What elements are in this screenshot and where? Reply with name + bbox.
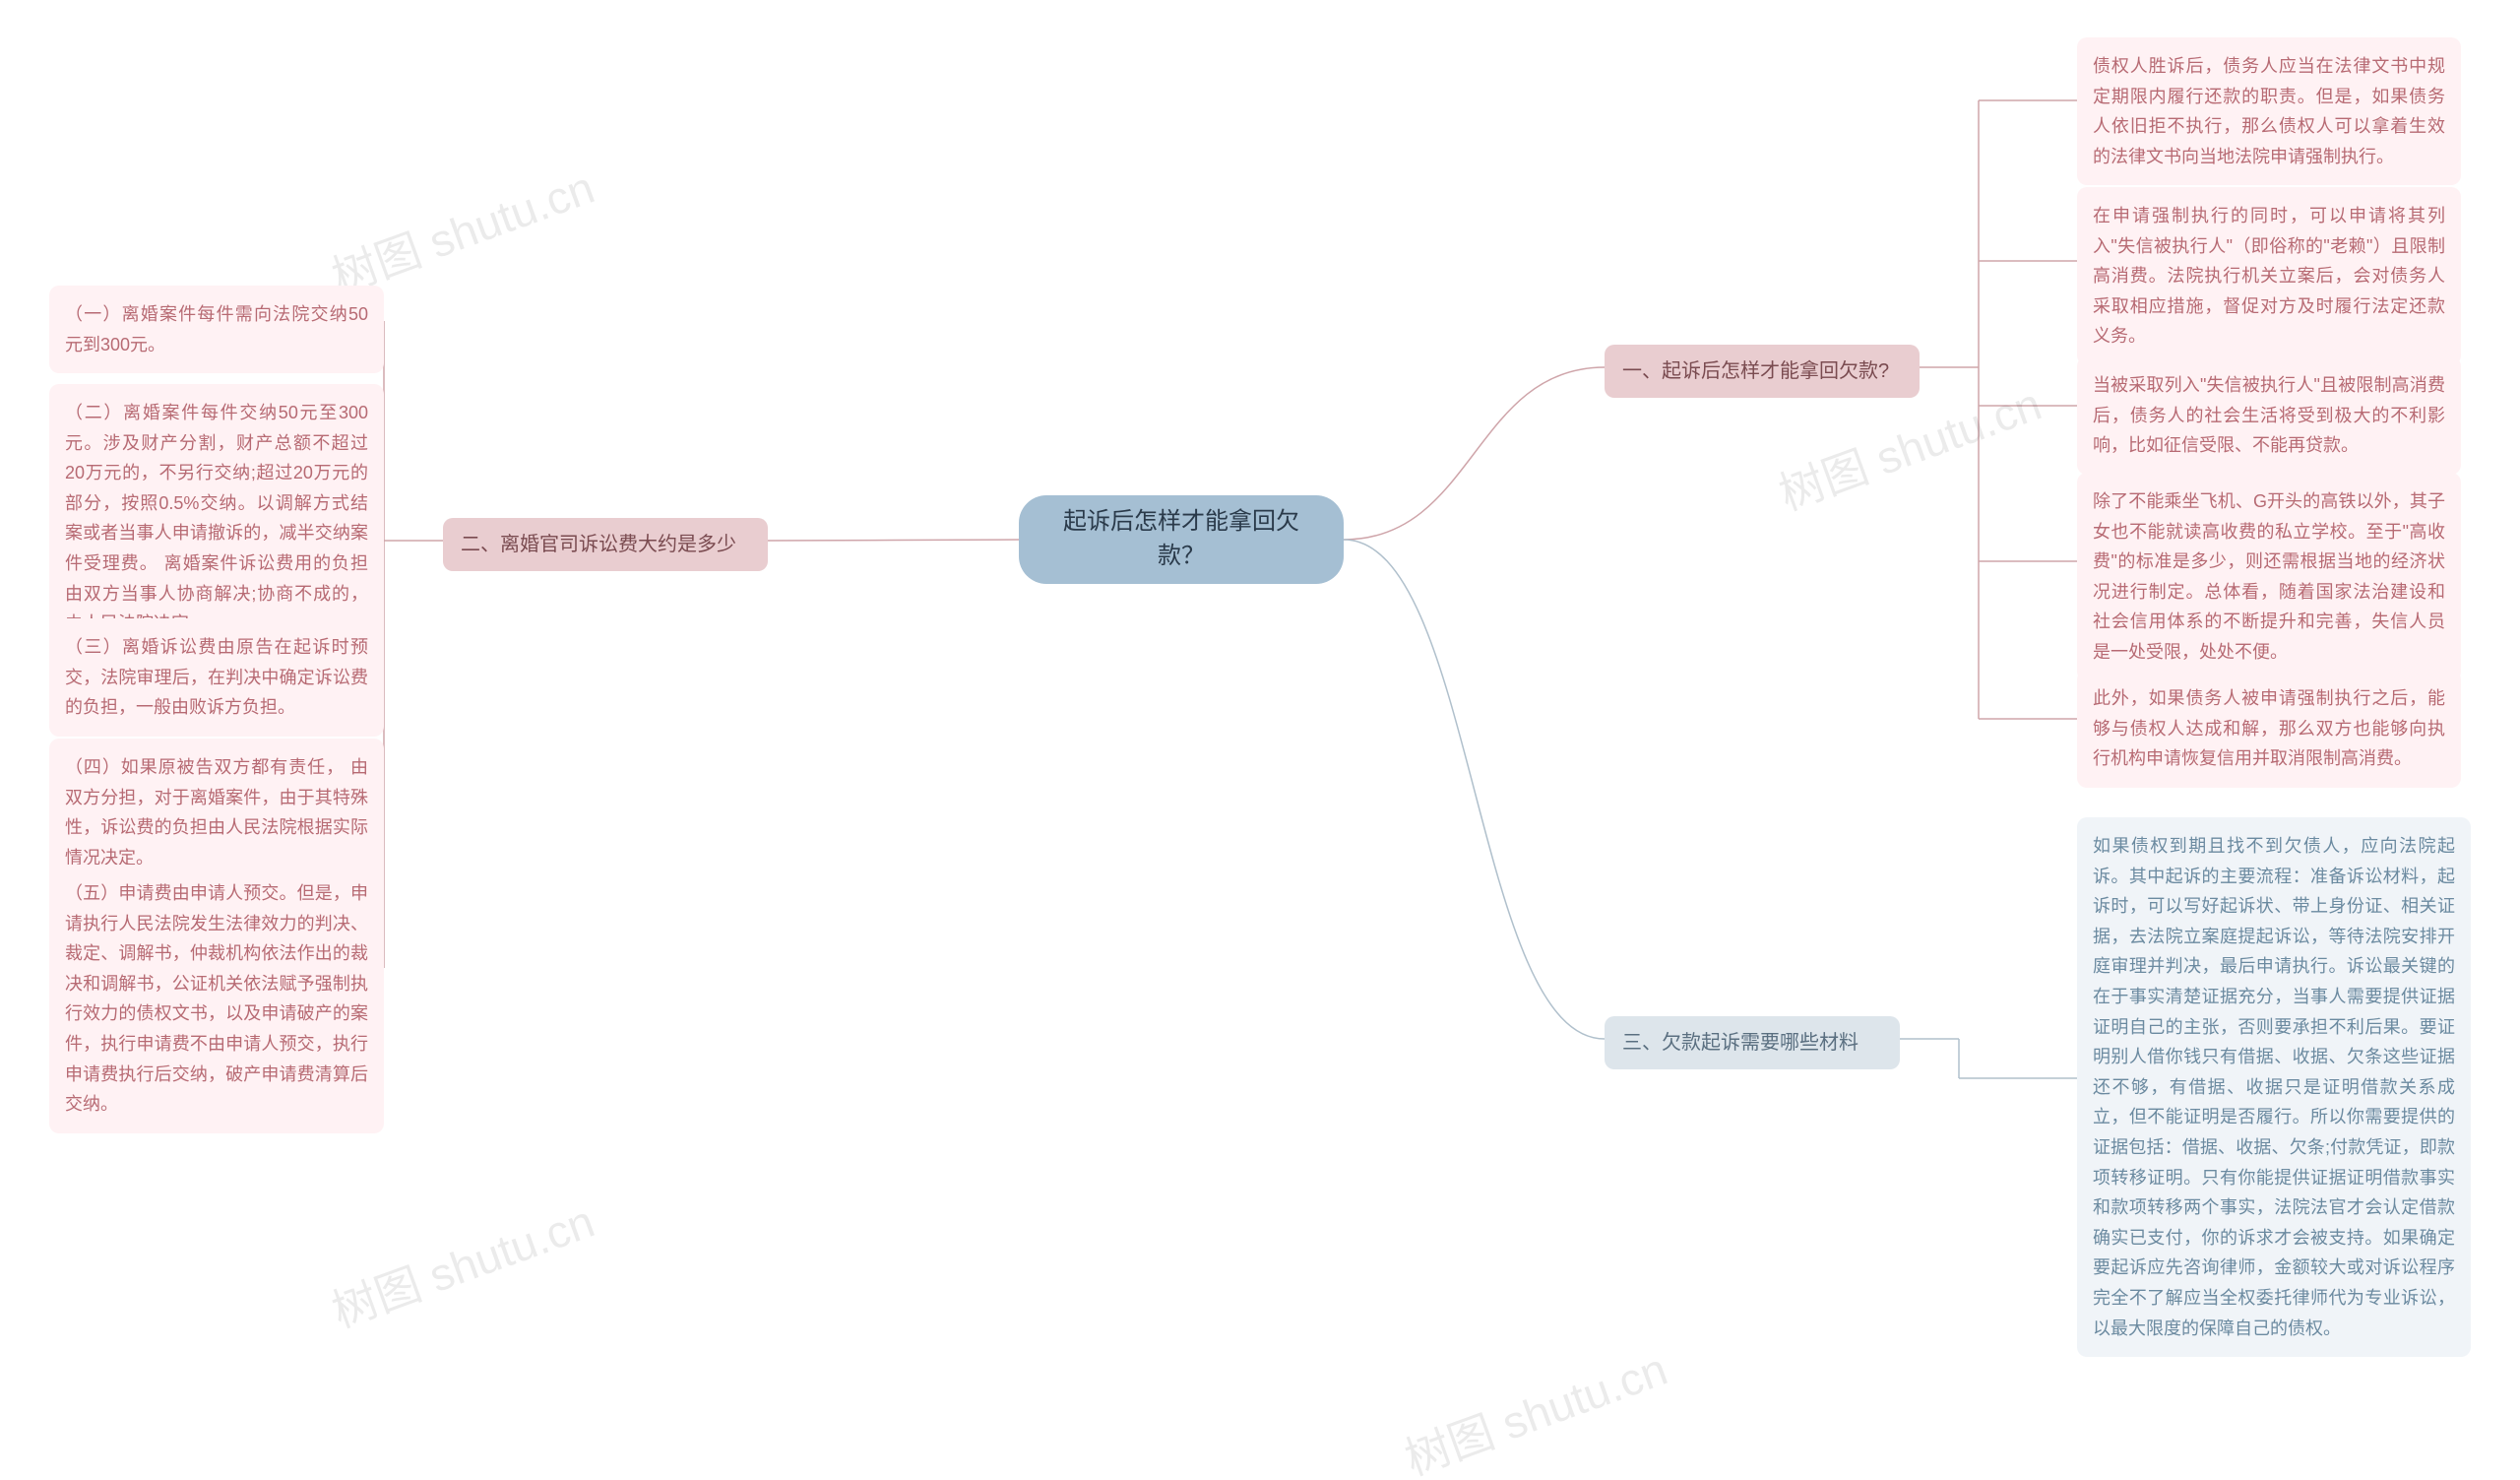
leaf-node: 在申请强制执行的同时，可以申请将其列入"失信被执行人"（即俗称的"老赖"）且限制…	[2077, 187, 2461, 365]
watermark: 树图 shutu.cn	[322, 152, 601, 306]
branch-node: 二、离婚官司诉讼费大约是多少	[443, 518, 768, 571]
leaf-node: 当被采取列入"失信被执行人"且被限制高消费后，债务人的社会生活将受到极大的不利影…	[2077, 356, 2461, 475]
watermark: 树图 shutu.cn	[322, 1186, 601, 1340]
mindmap-canvas: 树图 shutu.cn树图 shutu.cn树图 shutu.cn树图 shut…	[0, 0, 2520, 1480]
leaf-node: 如果债权到期且找不到欠债人，应向法院起诉。其中起诉的主要流程：准备诉讼材料，起诉…	[2077, 817, 2471, 1357]
watermark: 树图 shutu.cn	[1395, 1333, 1674, 1480]
branch-node: 三、欠款起诉需要哪些材料	[1605, 1016, 1900, 1069]
leaf-node: （三）离婚诉讼费由原告在起诉时预交，法院审理后，在判决中确定诉讼费的负担，一般由…	[49, 618, 384, 737]
branch-node: 一、起诉后怎样才能拿回欠款?	[1605, 345, 1920, 398]
leaf-node: 债权人胜诉后，债务人应当在法律文书中规定期限内履行还款的职责。但是，如果债务人依…	[2077, 37, 2461, 185]
leaf-node: （二）离婚案件每件交纳50元至300元。涉及财产分割，财产总额不超过20万元的，…	[49, 384, 384, 653]
leaf-node: 此外，如果债务人被申请强制执行之后，能够与债权人达成和解，那么双方也能够向执行机…	[2077, 670, 2461, 788]
leaf-node: （一）离婚案件每件需向法院交纳50元到300元。	[49, 286, 384, 373]
leaf-node: 除了不能乘坐飞机、G开头的高铁以外，其子女也不能就读高收费的私立学校。至于"高收…	[2077, 473, 2461, 681]
root-node: 起诉后怎样才能拿回欠款？	[1019, 495, 1344, 584]
leaf-node: （五）申请费由申请人预交。但是，申请执行人民法院发生法律效力的判决、裁定、调解书…	[49, 865, 384, 1133]
